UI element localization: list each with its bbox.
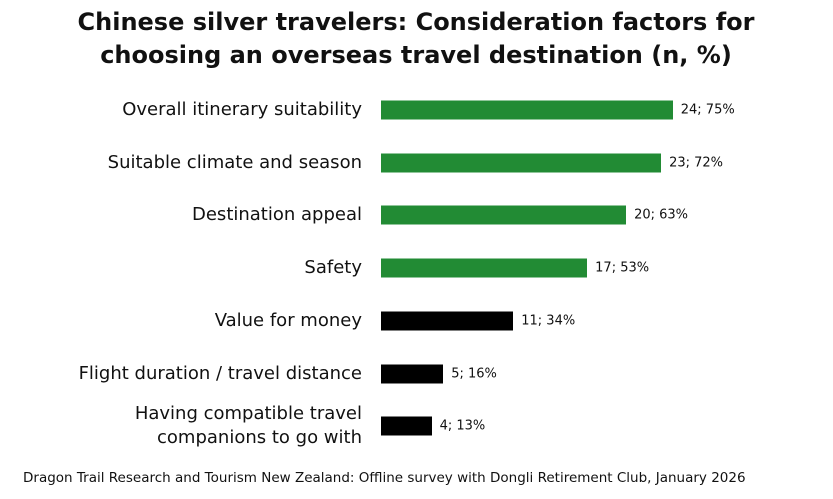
value-label: 17; 53% (595, 260, 650, 276)
category-label: Safety (304, 257, 362, 279)
value-label: 5; 16% (451, 366, 497, 381)
category-label: Overall itinerary suitability (122, 99, 362, 120)
category-label: Flight duration / travel distance (78, 362, 362, 384)
bar (381, 153, 662, 173)
value-label: 23; 72% (669, 155, 724, 171)
value-label: 20; 63% (634, 207, 689, 223)
bar (381, 416, 432, 436)
bar (381, 364, 444, 383)
value-label: 11; 34% (521, 313, 576, 329)
bar (381, 205, 627, 225)
chart-title: Chinese silver travelers: Consideration … (77, 8, 755, 69)
source-note: Dragon Trail Research and Tourism New Ze… (23, 470, 746, 486)
category-label: Destination appeal (192, 204, 362, 226)
bar (381, 100, 673, 120)
category-label: Having compatible travel companions to g… (134, 403, 362, 449)
value-label: 24; 75% (680, 102, 735, 118)
category-label: Value for money (214, 309, 362, 331)
value-label: 4; 13% (439, 418, 486, 434)
bar (381, 311, 514, 331)
bar (381, 258, 588, 278)
category-label: Suitable climate and season (107, 151, 362, 173)
